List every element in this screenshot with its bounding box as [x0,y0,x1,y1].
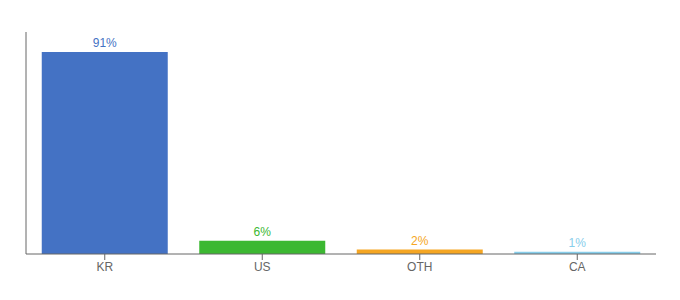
svg-text:US: US [254,260,271,274]
svg-text:CA: CA [569,260,586,274]
svg-text:1%: 1% [569,236,587,250]
svg-text:91%: 91% [93,36,117,50]
svg-text:6%: 6% [254,225,272,239]
svg-text:OTH: OTH [407,260,432,274]
svg-text:2%: 2% [411,234,429,248]
svg-text:KR: KR [96,260,113,274]
